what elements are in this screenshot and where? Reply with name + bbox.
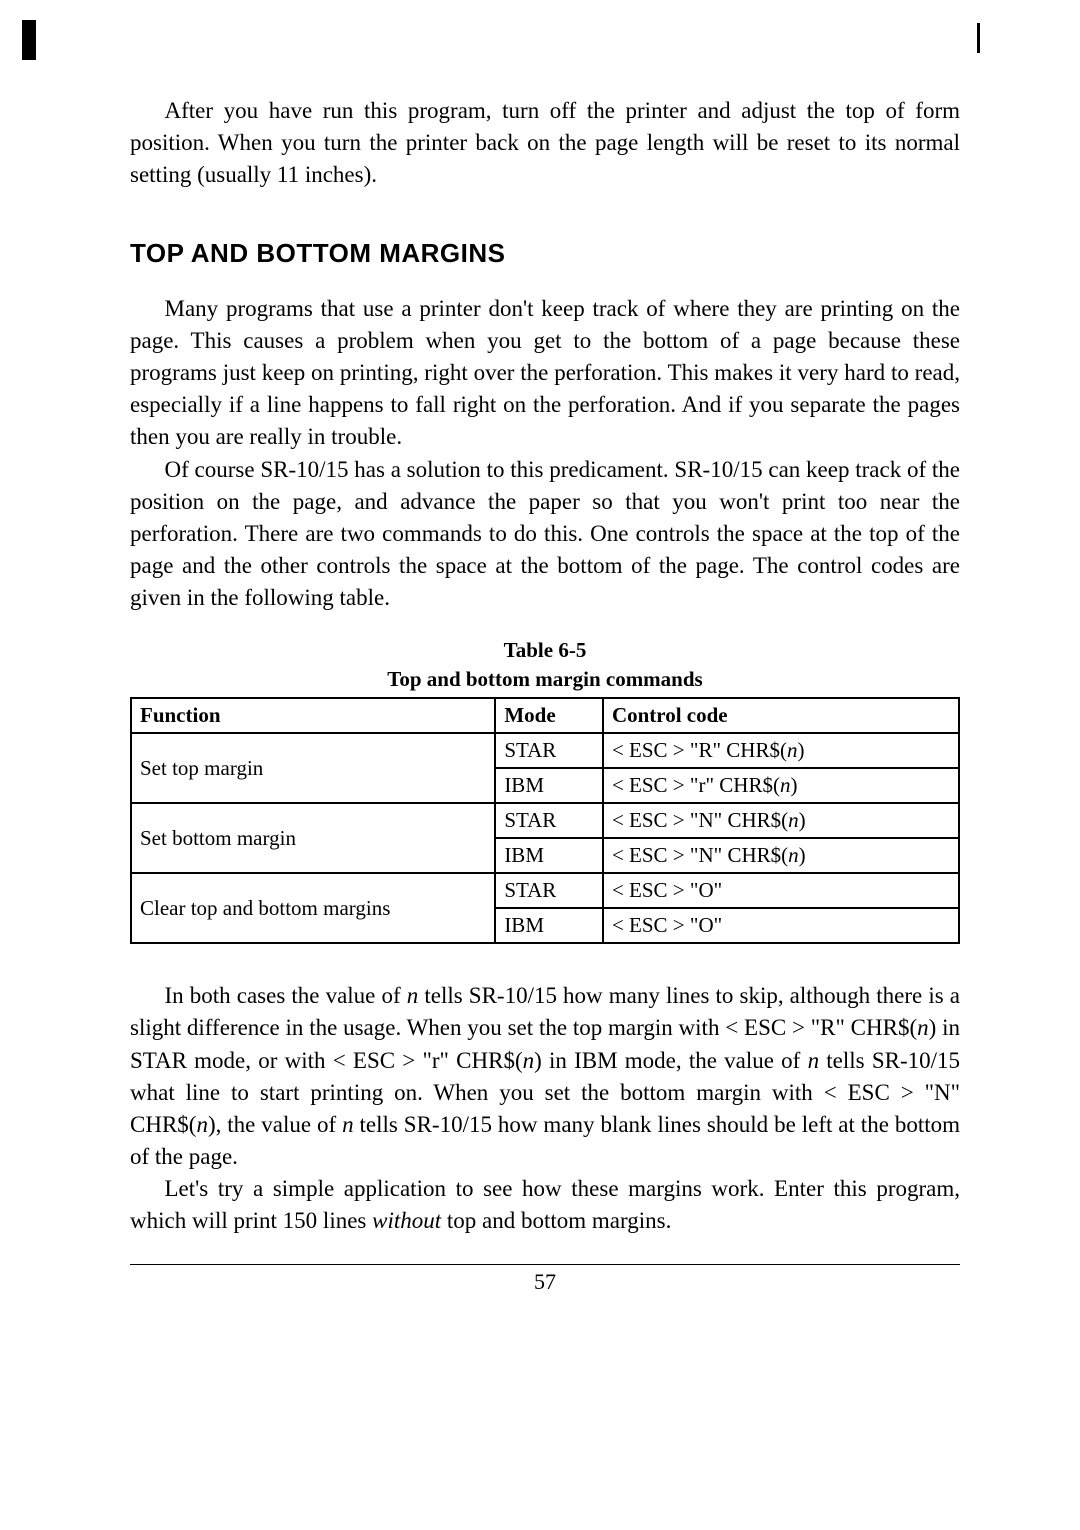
cell-code: < ESC > "N" CHR$(n) [603, 838, 959, 873]
cell-function: Set top margin [131, 733, 495, 803]
cell-function: Clear top and bottom margins [131, 873, 495, 943]
body-paragraph-4: Let's try a simple application to see ho… [130, 1173, 960, 1237]
footer-rule [130, 1264, 960, 1265]
table-title: Top and bottom margin commands [387, 667, 702, 691]
cell-code: < ESC > "O" [603, 908, 959, 943]
cell-mode: IBM [495, 768, 603, 803]
section-heading: TOP AND BOTTOM MARGINS [130, 238, 960, 269]
table-row: Clear top and bottom margins STAR < ESC … [131, 873, 959, 908]
page-number: 57 [534, 1269, 556, 1295]
commands-table: Function Mode Control code Set top margi… [130, 697, 960, 944]
intro-paragraph: After you have run this program, turn of… [130, 95, 960, 192]
body-paragraph-1: Many programs that use a printer don't k… [130, 293, 960, 454]
cell-code: < ESC > "N" CHR$(n) [603, 803, 959, 838]
cell-mode: IBM [495, 838, 603, 873]
cell-mode: STAR [495, 733, 603, 768]
cell-code: < ESC > "r" CHR$(n) [603, 768, 959, 803]
body-paragraph-3: In both cases the value of n tells SR-10… [130, 980, 960, 1173]
table-header-row: Function Mode Control code [131, 698, 959, 733]
cell-function: Set bottom margin [131, 803, 495, 873]
cell-mode: IBM [495, 908, 603, 943]
page-footer: 57 [130, 1264, 960, 1295]
scan-marker-right [977, 23, 980, 53]
header-mode: Mode [495, 698, 603, 733]
table-caption: Table 6-5 Top and bottom margin commands [130, 636, 960, 693]
header-control-code: Control code [603, 698, 959, 733]
cell-mode: STAR [495, 803, 603, 838]
scan-marker-left [22, 20, 36, 60]
header-function: Function [131, 698, 495, 733]
table-number: Table 6-5 [504, 638, 587, 662]
table-row: Set top margin STAR < ESC > "R" CHR$(n) [131, 733, 959, 768]
cell-code: < ESC > "O" [603, 873, 959, 908]
cell-code: < ESC > "R" CHR$(n) [603, 733, 959, 768]
cell-mode: STAR [495, 873, 603, 908]
table-row: Set bottom margin STAR < ESC > "N" CHR$(… [131, 803, 959, 838]
body-paragraph-2: Of course SR-10/15 has a solution to thi… [130, 454, 960, 615]
